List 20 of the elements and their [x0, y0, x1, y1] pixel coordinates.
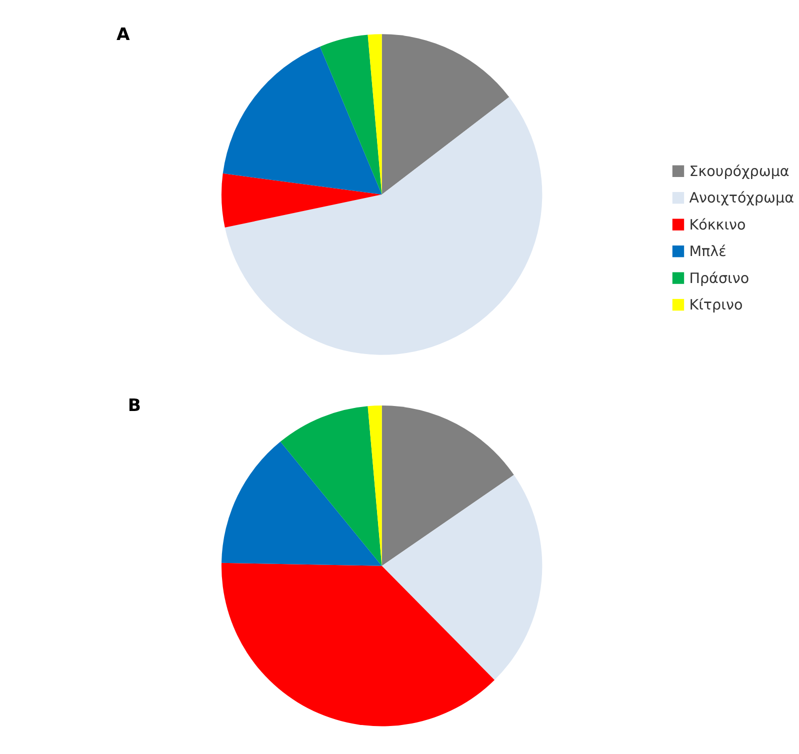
- chart-title: B: [128, 396, 142, 416]
- chart-title: A: [116, 24, 130, 45]
- legend-label: Πράσινο: [689, 270, 750, 287]
- legend-label: Ανοιχτόχρωμα: [689, 190, 794, 207]
- pie-slice: [221, 562, 495, 726]
- legend-label: Κόκκινο: [689, 217, 746, 234]
- pie-slice: [368, 34, 382, 195]
- pie-slice: [280, 406, 382, 566]
- pie-slice: [382, 406, 514, 566]
- pie-slice: [224, 97, 542, 355]
- legend-label: Μπλέ: [689, 244, 726, 260]
- pie-slice: [222, 46, 382, 195]
- pie-slice: [382, 474, 542, 680]
- pie-slice: [382, 34, 510, 195]
- legend-label: Σκουρόχρωμα: [689, 164, 790, 180]
- legend-label: Κίτρινο: [689, 298, 743, 314]
- pie-slice: [222, 173, 382, 228]
- pie-slice: [221, 442, 382, 566]
- pie-slice: [320, 34, 382, 195]
- pie-slice: [368, 406, 382, 566]
